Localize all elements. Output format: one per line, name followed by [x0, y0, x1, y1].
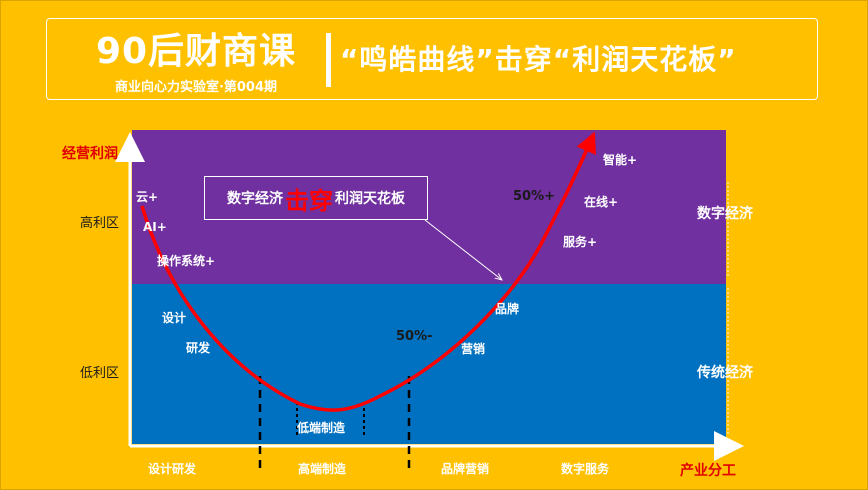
label-design: 设计	[162, 311, 187, 325]
y-level-low: 低利区	[80, 366, 120, 381]
callout-left: 数字经济	[227, 191, 283, 207]
label-ai: AI+	[143, 220, 167, 234]
label-low-manufacturing: 低端制造	[297, 421, 346, 435]
callout-box: 数字经济 击穿 利润天花板	[204, 176, 428, 220]
y-axis-label: 经营利润	[62, 146, 118, 162]
y-level-high: 高利区	[80, 216, 120, 231]
header-frame	[46, 18, 818, 100]
label-marketing: 营销	[461, 342, 486, 356]
headline: “鸣皓曲线”击穿“利润天花板”	[340, 43, 737, 76]
label-rd: 研发	[186, 341, 211, 355]
label-online: 在线+	[584, 195, 619, 209]
label-pct-high: 50%+	[513, 189, 556, 204]
label-os: 操作系统+	[157, 254, 216, 268]
traditional-economy-band	[132, 284, 726, 444]
smile-curve	[140, 131, 597, 412]
x-axis-label: 产业分工	[680, 463, 736, 479]
zone-digital-economy: 数字经济	[697, 206, 753, 222]
callout-emphasis: 击穿	[285, 186, 333, 215]
x-category-brand-marketing: 品牌营销	[441, 462, 490, 476]
label-smart: 智能+	[603, 153, 638, 167]
header-divider	[326, 33, 331, 87]
x-category-high-mfg: 高端制造	[298, 462, 347, 476]
x-category-design-rd: 设计研发	[148, 462, 197, 476]
brand-subtitle: 商业向心力实验室·第004期	[114, 80, 278, 95]
zone-traditional-economy: 传统经济	[697, 365, 753, 381]
label-service: 服务+	[563, 235, 598, 249]
brand-title: 90后财商课	[95, 31, 297, 72]
label-cloud: 云+	[136, 190, 159, 204]
label-pct-low: 50%-	[396, 329, 433, 344]
callout-right: 利润天花板	[335, 191, 405, 207]
label-brand: 品牌	[495, 302, 520, 316]
callout-pointer	[424, 219, 502, 280]
x-category-digital-services: 数字服务	[561, 462, 610, 476]
